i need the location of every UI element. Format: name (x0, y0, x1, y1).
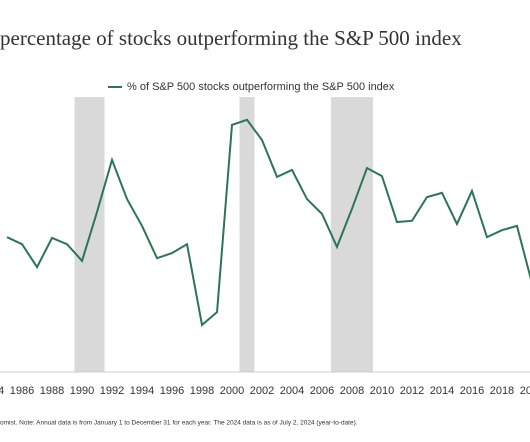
x-tick-label: 2020 (520, 385, 530, 397)
x-tick-label: 2002 (250, 385, 274, 397)
x-tick-label: 1988 (40, 385, 64, 397)
shaded-range (330, 97, 373, 372)
legend-label: % of S&P 500 stocks outperforming the S&… (127, 81, 395, 93)
x-tick-label: 2008 (340, 385, 364, 397)
x-tick-label: 1990 (70, 385, 94, 397)
shaded-range (239, 97, 255, 372)
x-tick-label: 1998 (190, 385, 214, 397)
x-tick-label: 1984 (0, 385, 4, 397)
x-tick-label: 2014 (430, 385, 454, 397)
x-tick-label: 2004 (280, 385, 304, 397)
footnote: omist. Note: Annual data is from January… (0, 420, 358, 427)
x-tick-label: 1986 (10, 385, 34, 397)
x-tick-label: 2016 (460, 385, 484, 397)
x-tick-label: 1992 (100, 385, 124, 397)
x-tick-label: 1994 (130, 385, 154, 397)
data-line (6, 118, 530, 327)
x-tick-label: 2018 (490, 385, 514, 397)
x-tick-label: 2012 (400, 385, 424, 397)
x-tick-label: 2000 (220, 385, 244, 397)
x-tick-label: 2010 (370, 385, 394, 397)
chart-title: percentage of stocks outperforming the S… (0, 26, 462, 50)
x-tick-label: 2006 (310, 385, 334, 397)
x-tick-label: 1996 (160, 385, 184, 397)
